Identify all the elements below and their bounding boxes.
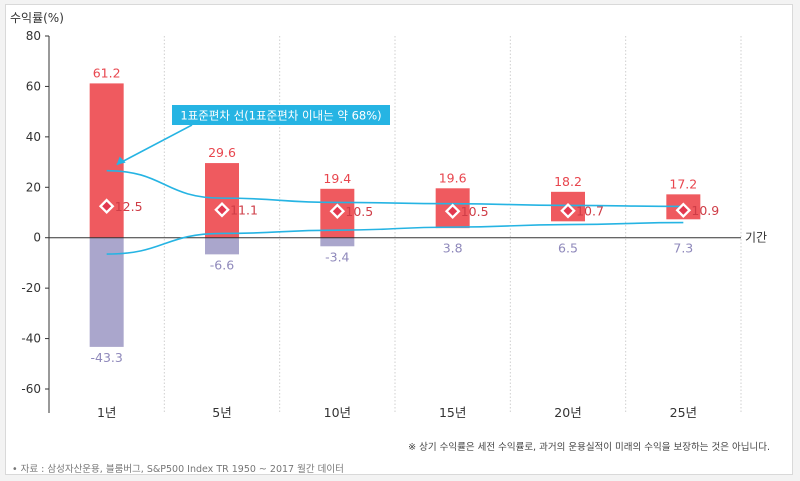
y-tick-label: 80: [26, 29, 41, 43]
x-axis-label: 기간: [745, 231, 767, 245]
bar-low: [89, 237, 124, 347]
mean-value-label: 10.7: [576, 204, 604, 219]
source-text: • 자료 : 삼성자산운용, 블룸버그, S&P500 Index TR 195…: [12, 464, 344, 475]
low-value-label: -6.6: [210, 257, 234, 272]
chart-frame: 수익률(%) 80 60 40 20 0 -20 -40 -60 기간 61.2 -43.3 12.5 2…: [5, 4, 793, 475]
y-tick-label: 20: [26, 180, 41, 194]
category-label: 1년: [97, 405, 116, 420]
category-label: 25년: [670, 405, 697, 420]
chart: 수익률(%) 80 60 40 20 0 -20 -40 -60 기간 61.2 -43.3 12.5 2…: [10, 11, 767, 420]
std-lower-line: [106, 221, 684, 255]
disclaimer-note: ※ 상기 수익률은 세전 수익률로, 과거의 운용실적이 미래의 수익을 보장하…: [408, 442, 770, 453]
std-upper-line: [106, 169, 684, 208]
bar-high: [205, 163, 239, 238]
y-tick-label: 40: [26, 130, 41, 144]
annotation-text: 1표준편차 선(1표준편차 이내는 약 68%): [180, 109, 381, 123]
mean-value-label: 10.9: [691, 203, 719, 218]
mean-marker: [332, 206, 342, 216]
annotation-arrow-head: [116, 156, 126, 165]
category-label: 5년: [212, 405, 231, 420]
low-value-label: 6.5: [558, 241, 578, 256]
low-value-label: 3.8: [443, 241, 463, 256]
mean-marker: [217, 205, 227, 215]
high-value-label: 19.6: [439, 170, 467, 185]
mean-marker: [448, 206, 458, 216]
y-tick-label: 0: [33, 231, 41, 245]
high-value-label: 18.2: [554, 174, 582, 189]
mean-value-label: 12.5: [115, 199, 143, 214]
category-label: 20년: [554, 405, 581, 420]
y-tick-label: 60: [26, 79, 41, 93]
mean-value-label: 10.5: [461, 204, 489, 219]
mean-marker: [678, 205, 688, 215]
y-tick-label: -60: [21, 382, 41, 396]
low-value-label: -43.3: [90, 350, 122, 365]
bar-low: [320, 237, 355, 247]
y-axis-label: 수익률(%): [10, 11, 64, 25]
y-tick-label: -20: [21, 281, 41, 295]
mean-value-label: 10.5: [345, 204, 373, 219]
mean-marker: [563, 206, 573, 216]
low-value-label: -3.4: [325, 249, 349, 264]
high-value-label: 61.2: [93, 65, 121, 80]
low-value-label: 7.3: [673, 241, 693, 256]
high-value-label: 17.2: [669, 176, 697, 191]
high-value-label: 19.4: [323, 171, 351, 186]
category-label: 10년: [324, 405, 351, 420]
high-value-label: 29.6: [208, 145, 236, 160]
mean-value-label: 11.1: [230, 203, 258, 218]
mean-marker: [102, 201, 112, 211]
annotation-arrow-line: [116, 124, 193, 166]
bar-low: [205, 237, 239, 255]
category-label: 15년: [439, 405, 466, 420]
annotation-box: [172, 105, 390, 125]
y-tick-label: -40: [21, 332, 41, 346]
